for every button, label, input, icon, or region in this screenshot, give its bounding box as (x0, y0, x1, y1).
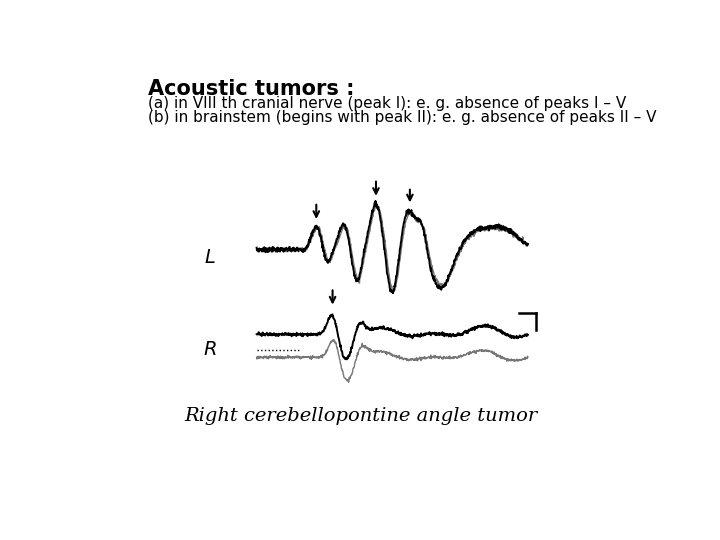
Text: R: R (203, 340, 217, 359)
Text: Acoustic tumors :: Acoustic tumors : (148, 79, 355, 99)
Text: L: L (204, 248, 215, 267)
Text: (b) in brainstem (begins with peak II): e. g. absence of peaks II – V: (b) in brainstem (begins with peak II): … (148, 110, 657, 125)
Text: (a) in VIII th cranial nerve (peak I): e. g. absence of peaks I – V: (a) in VIII th cranial nerve (peak I): e… (148, 96, 626, 111)
Text: Right cerebellopontine angle tumor: Right cerebellopontine angle tumor (184, 407, 538, 425)
